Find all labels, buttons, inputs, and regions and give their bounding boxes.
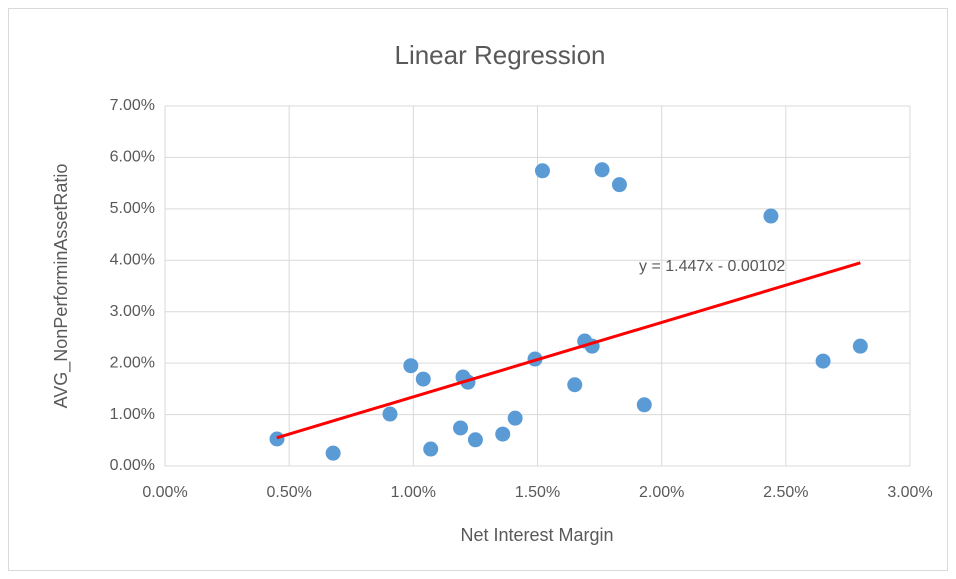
point (269, 431, 285, 447)
y-tick-label: 1.00% (110, 406, 155, 423)
x-tick-label: 2.50% (763, 484, 808, 501)
chart-title: Linear Regression (394, 40, 605, 70)
y-tick-label: 7.00% (110, 97, 155, 114)
x-tick-label: 1.50% (515, 484, 560, 501)
point (403, 358, 419, 374)
point (534, 163, 550, 179)
x-tick-label: 3.00% (887, 484, 932, 501)
point (567, 377, 583, 393)
point (423, 441, 439, 457)
x-axis-label: Net Interest Margin (460, 525, 613, 545)
y-tick-label: 4.00% (110, 252, 155, 269)
y-axis-label: AVG_NonPerforminAssetRatio (51, 164, 72, 409)
point (495, 426, 511, 442)
point (852, 338, 868, 354)
x-tick-label: 0.00% (142, 484, 187, 501)
point (382, 406, 398, 422)
point (815, 353, 831, 369)
x-tick-label: 0.50% (266, 484, 311, 501)
y-tick-label: 3.00% (110, 303, 155, 320)
point (763, 208, 779, 224)
point (325, 445, 341, 461)
trendline (276, 261, 861, 440)
point (453, 420, 469, 436)
point (594, 162, 610, 178)
y-tick-label: 5.00% (110, 200, 155, 217)
y-tick-label: 2.00% (110, 354, 155, 371)
point (507, 410, 523, 426)
trendline-equation: y = 1.447x - 0.00102 (639, 258, 785, 275)
x-tick-label: 2.00% (639, 484, 684, 501)
point (415, 371, 431, 387)
y-tick-label: 6.00% (110, 149, 155, 166)
point (636, 397, 652, 413)
x-tick-label: 1.00% (391, 484, 436, 501)
point (467, 432, 483, 448)
point (611, 177, 627, 193)
y-tick-label: 0.00% (110, 457, 155, 474)
